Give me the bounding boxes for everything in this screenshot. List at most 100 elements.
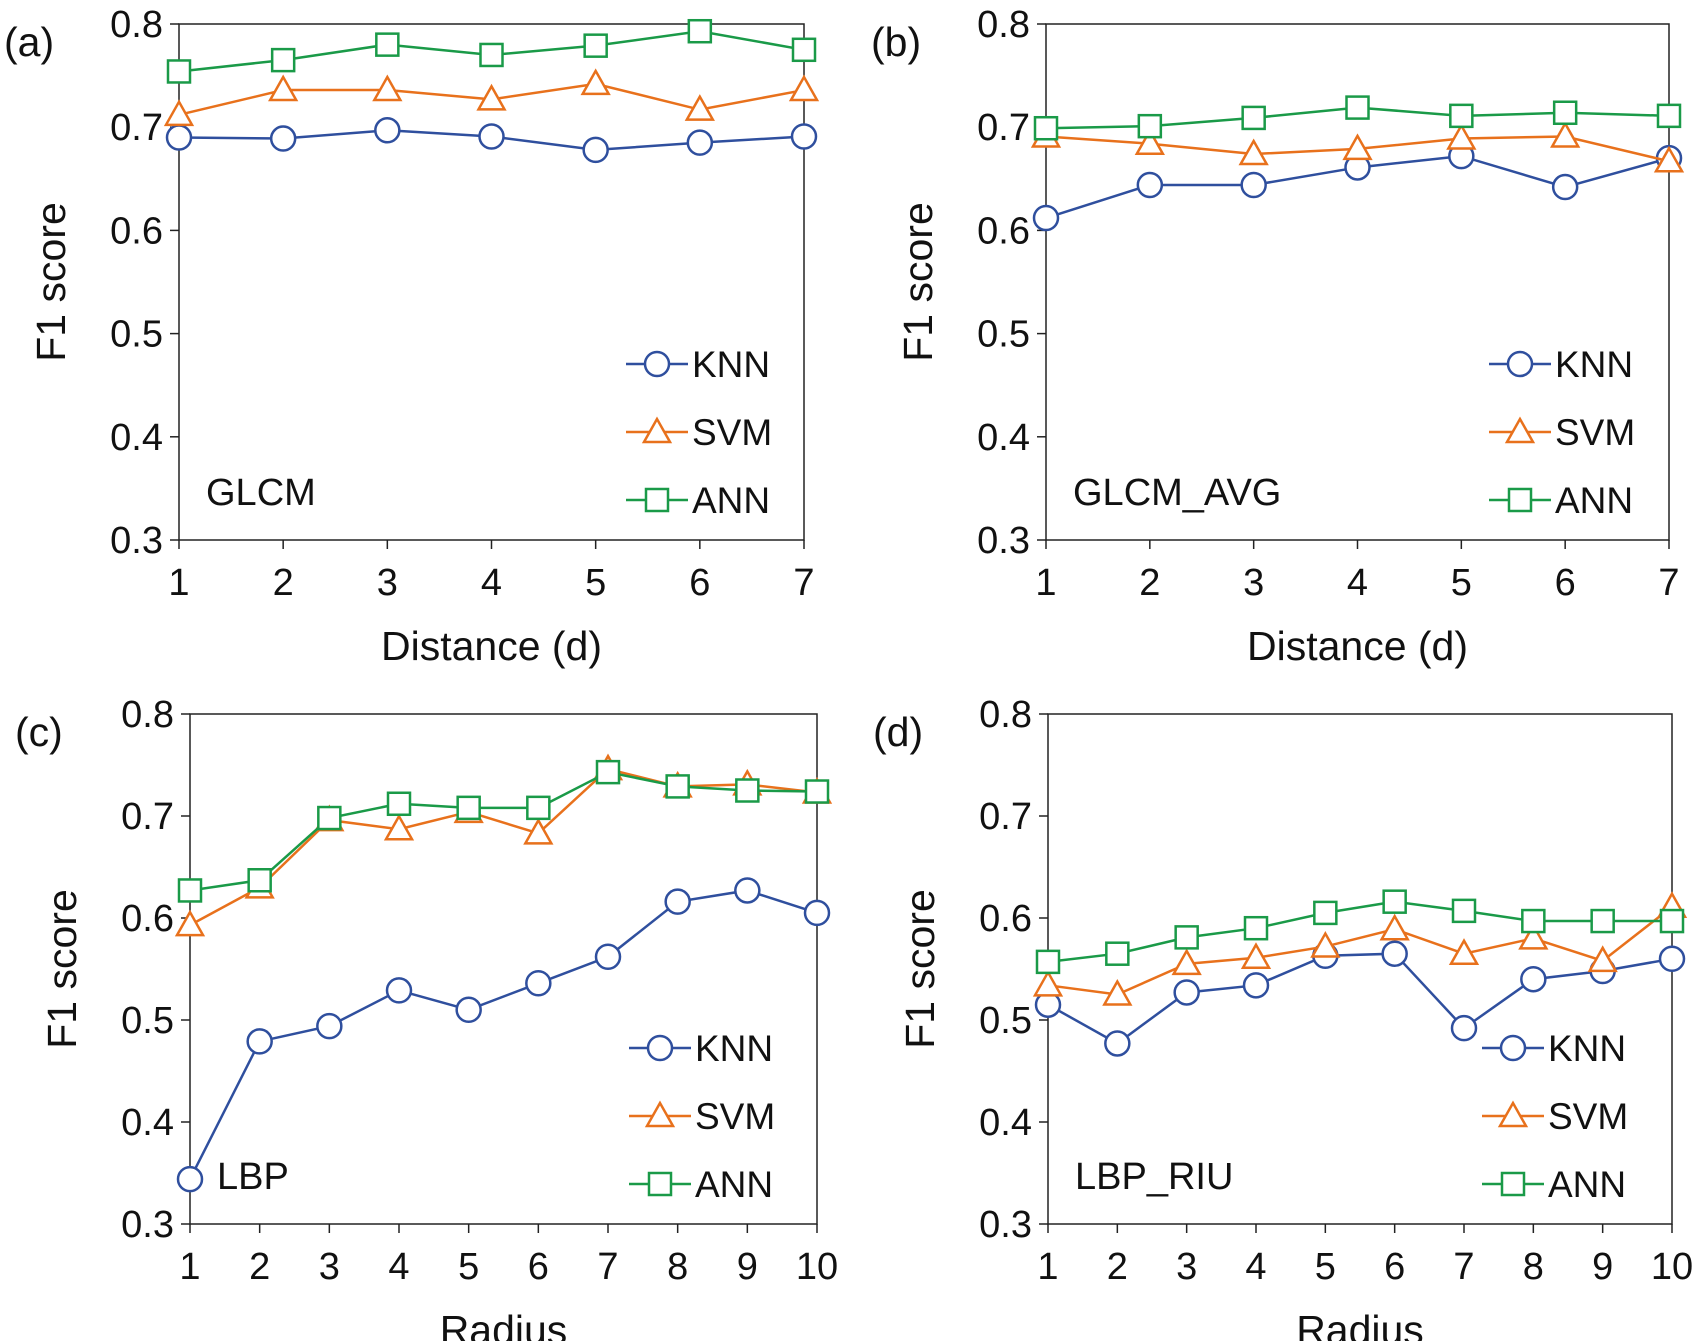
legend-label: ANN bbox=[1555, 480, 1633, 521]
data-point bbox=[1105, 941, 1130, 966]
data-point bbox=[1242, 972, 1270, 999]
data-point bbox=[1238, 138, 1269, 166]
series-ann bbox=[177, 759, 830, 903]
x-tick-label: 6 bbox=[528, 1246, 549, 1288]
y-tick-label: 0.4 bbox=[979, 1102, 1032, 1144]
y-tick-label: 0.8 bbox=[110, 4, 163, 46]
legend-marker-triangle-icon bbox=[1504, 416, 1536, 444]
panel-inner-label: LBP_RIU bbox=[1075, 1156, 1233, 1198]
y-tick-label: 0.7 bbox=[979, 796, 1032, 838]
data-point bbox=[583, 33, 608, 58]
data-point bbox=[1552, 100, 1578, 126]
y-axis-title: F1 score bbox=[39, 889, 85, 1049]
y-tick-label: 0.8 bbox=[979, 694, 1032, 736]
series-knn bbox=[176, 877, 831, 1193]
data-point bbox=[1032, 204, 1060, 232]
x-axis-title: Distance (d) bbox=[1247, 623, 1468, 669]
legend-item-svm: SVM bbox=[1489, 412, 1635, 453]
y-tick-label: 0.8 bbox=[121, 694, 174, 736]
data-point bbox=[1310, 931, 1341, 958]
data-point bbox=[163, 99, 195, 127]
legend-item-knn: KNN bbox=[1482, 1028, 1626, 1069]
series-line bbox=[189, 770, 818, 892]
legend-item-svm: SVM bbox=[629, 1096, 775, 1137]
x-tick-label: 2 bbox=[1139, 562, 1160, 604]
data-point bbox=[580, 68, 611, 96]
data-point bbox=[456, 795, 481, 821]
panel-inner-label: GLCM bbox=[206, 472, 316, 514]
legend-marker-circle-icon bbox=[1499, 1034, 1527, 1062]
y-tick-label: 0.4 bbox=[110, 417, 163, 459]
series-line bbox=[1047, 905, 1673, 996]
data-point bbox=[1450, 1014, 1478, 1042]
series-ann bbox=[1035, 889, 1685, 975]
legend-label: SVM bbox=[695, 1096, 775, 1137]
legend-label: ANN bbox=[1548, 1164, 1626, 1205]
x-tick-label: 4 bbox=[388, 1246, 409, 1288]
data-point bbox=[1136, 171, 1164, 199]
data-point bbox=[1033, 115, 1059, 141]
legend-item-ann: ANN bbox=[1482, 1164, 1626, 1205]
data-point bbox=[1313, 900, 1338, 926]
data-point bbox=[383, 813, 415, 841]
x-axis-title: Radius bbox=[1296, 1307, 1424, 1341]
x-tick-label: 2 bbox=[1107, 1246, 1128, 1288]
x-tick-label: 1 bbox=[179, 1246, 200, 1288]
x-tick-label: 5 bbox=[1451, 562, 1472, 604]
x-tick-label: 5 bbox=[458, 1246, 479, 1288]
legend-marker-circle-icon bbox=[643, 350, 671, 378]
panel-label: (b) bbox=[871, 19, 921, 65]
panel-c: 0.3 0.4 0.5 0.6 0.7 0.8 1 2 3 4 5 6 7 8 9 10 Radius F1 sc… bbox=[15, 694, 838, 1341]
x-tick-label: 2 bbox=[273, 562, 294, 604]
x-tick-label: 10 bbox=[1651, 1246, 1693, 1288]
data-point bbox=[478, 123, 505, 150]
panel-label: (c) bbox=[15, 709, 63, 755]
series-svm bbox=[163, 68, 820, 127]
x-axis-title: Distance (d) bbox=[381, 623, 602, 669]
data-point bbox=[1550, 120, 1581, 148]
x-tick-label: 5 bbox=[1315, 1246, 1336, 1288]
data-point bbox=[1448, 938, 1480, 965]
panel-d: 0.3 0.4 0.5 0.6 0.7 0.8 1 2 3 4 5 6 7 8 9 10 Radius F1 sc… bbox=[873, 694, 1693, 1341]
x-tick-label: 7 bbox=[793, 562, 814, 604]
data-point bbox=[476, 83, 507, 111]
data-point bbox=[1174, 925, 1199, 950]
data-point bbox=[523, 817, 554, 845]
data-point bbox=[176, 1165, 204, 1193]
x-tick-label: 2 bbox=[249, 1246, 270, 1288]
data-point bbox=[665, 774, 690, 799]
x-axis-title: Radius bbox=[440, 1307, 568, 1341]
data-point bbox=[174, 909, 206, 937]
data-point bbox=[525, 970, 552, 997]
y-tick-label: 0.3 bbox=[979, 1204, 1032, 1246]
data-point bbox=[268, 74, 299, 102]
data-point bbox=[1240, 942, 1272, 970]
data-point bbox=[735, 778, 760, 803]
data-point bbox=[1451, 898, 1477, 924]
y-tick-label: 0.7 bbox=[977, 107, 1030, 149]
data-point bbox=[788, 74, 820, 102]
data-point bbox=[385, 977, 413, 1004]
x-tick-label: 9 bbox=[737, 1246, 758, 1288]
legend-marker-square-icon bbox=[647, 1171, 673, 1197]
panel-label: (a) bbox=[4, 19, 54, 65]
panel-b: 0.3 0.4 0.5 0.6 0.7 0.8 1 2 3 4 5 6 7 Distance (d) F1 … bbox=[871, 4, 1685, 669]
data-point bbox=[1104, 1030, 1131, 1057]
data-point bbox=[455, 996, 482, 1024]
legend-label: SVM bbox=[692, 412, 772, 453]
data-point bbox=[1173, 979, 1200, 1006]
legend-marker-triangle-icon bbox=[641, 416, 673, 444]
legend-marker-triangle-icon bbox=[1497, 1100, 1529, 1128]
legend-marker-triangle-icon bbox=[644, 1100, 676, 1128]
legend-label: KNN bbox=[692, 344, 770, 385]
data-point bbox=[165, 124, 193, 151]
legend-marker-square-icon bbox=[1507, 487, 1533, 513]
data-point bbox=[1171, 948, 1202, 976]
series-svm bbox=[174, 753, 833, 937]
panel-a: 0.3 0.4 0.5 0.6 0.7 0.8 1 2 3 4 5 6 7 Distance (d) F1 … bbox=[4, 4, 820, 669]
data-point bbox=[1518, 922, 1549, 950]
x-tick-label: 3 bbox=[1243, 562, 1264, 604]
x-tick-label: 8 bbox=[667, 1246, 688, 1288]
y-tick-label: 0.7 bbox=[121, 796, 174, 838]
data-point bbox=[270, 47, 296, 73]
